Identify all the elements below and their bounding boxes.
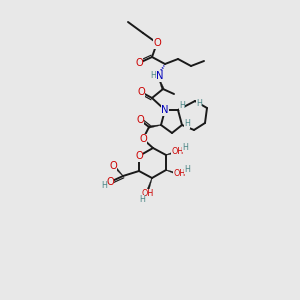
Text: N: N — [161, 105, 169, 115]
Text: OH: OH — [142, 190, 154, 199]
Text: H: H — [179, 100, 185, 109]
Polygon shape — [113, 165, 123, 176]
Polygon shape — [166, 170, 178, 175]
Text: H: H — [150, 71, 156, 80]
Polygon shape — [158, 76, 164, 89]
Text: O: O — [135, 58, 143, 68]
Text: O: O — [153, 38, 161, 48]
Text: O: O — [137, 87, 145, 97]
Text: N: N — [156, 71, 164, 81]
Text: O: O — [106, 177, 114, 187]
Polygon shape — [147, 178, 152, 190]
Text: H: H — [184, 119, 190, 128]
Text: H: H — [101, 182, 107, 190]
Text: O: O — [139, 134, 147, 144]
Text: H: H — [139, 196, 145, 205]
Text: H: H — [184, 164, 190, 173]
Text: O: O — [135, 151, 143, 161]
Polygon shape — [166, 151, 176, 155]
Text: H: H — [196, 100, 202, 109]
Text: O: O — [136, 115, 144, 125]
Text: OH: OH — [172, 148, 184, 157]
Text: H: H — [182, 142, 188, 152]
Text: O: O — [109, 161, 117, 171]
Polygon shape — [149, 125, 161, 128]
Text: OH: OH — [174, 169, 186, 178]
